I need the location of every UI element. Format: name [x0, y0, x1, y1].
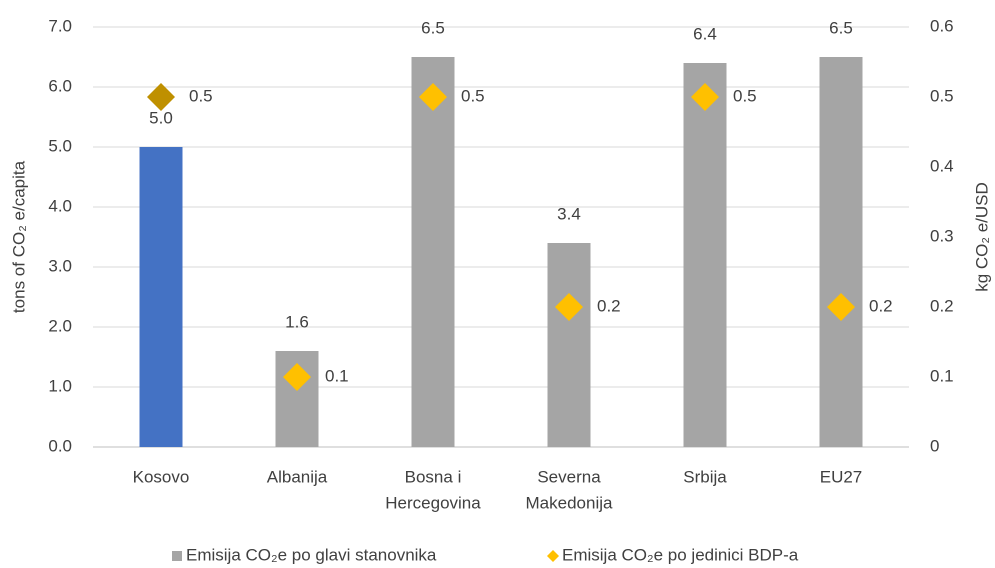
legend-swatch: [172, 551, 182, 561]
y-axis-title: tons of CO₂ e/capita: [9, 160, 28, 313]
legend-label: Emisija CO₂e po glavi stanovnika: [186, 545, 437, 564]
bar-value-label: 6.4: [693, 24, 717, 43]
x-tick-label: Hercegovina: [385, 493, 481, 512]
diamond-marker: [555, 293, 583, 321]
bar: [411, 57, 455, 447]
y-tick-label: 0.0: [48, 436, 72, 455]
bar: [683, 63, 727, 447]
y2-tick-label: 0.5: [930, 86, 954, 105]
point-value-label: 0.2: [869, 296, 893, 315]
diamond-marker: [147, 83, 175, 111]
y2-axis-title: kg CO₂ e/USD: [972, 182, 991, 292]
x-tick-label: Bosna i: [405, 467, 462, 486]
x-tick-label: Albanija: [267, 467, 328, 486]
y-tick-label: 4.0: [48, 196, 72, 215]
bar: [547, 243, 591, 447]
y2-tick-label: 0.3: [930, 226, 954, 245]
y2-tick-label: 0.6: [930, 16, 954, 35]
y2-tick-label: 0.1: [930, 366, 954, 385]
diamond-marker: [691, 83, 719, 111]
x-tick-label: Makedonija: [526, 493, 613, 512]
bar: [819, 57, 863, 447]
bar: [139, 147, 183, 447]
y2-tick-label: 0.2: [930, 296, 954, 315]
legend-label: Emisija CO₂e po jedinici BDP-a: [562, 545, 799, 564]
bar-value-label: 1.6: [285, 312, 309, 331]
diamond-marker: [283, 363, 311, 391]
point-value-label: 0.5: [461, 86, 485, 105]
y2-tick-label: 0: [930, 436, 939, 455]
diamond-marker: [419, 83, 447, 111]
bar-value-label: 6.5: [421, 18, 445, 37]
x-tick-label: Severna: [537, 467, 601, 486]
point-value-label: 0.2: [597, 296, 621, 315]
y2-tick-label: 0.4: [930, 156, 954, 175]
legend-swatch: [547, 550, 559, 562]
y-tick-label: 2.0: [48, 316, 72, 335]
y-tick-label: 6.0: [48, 76, 72, 95]
x-tick-label: Srbija: [683, 467, 727, 486]
bar-value-label: 3.4: [557, 204, 581, 223]
diamond-marker: [827, 293, 855, 321]
point-value-label: 0.1: [325, 366, 349, 385]
bar-value-label: 6.5: [829, 18, 853, 37]
y-tick-label: 1.0: [48, 376, 72, 395]
bar-value-label: 5.0: [149, 108, 173, 127]
point-value-label: 0.5: [733, 86, 757, 105]
point-value-label: 0.5: [189, 86, 213, 105]
y-tick-label: 7.0: [48, 16, 72, 35]
x-tick-label: Kosovo: [133, 467, 190, 486]
y-tick-label: 5.0: [48, 136, 72, 155]
x-tick-label: EU27: [820, 467, 863, 486]
y-tick-label: 3.0: [48, 256, 72, 275]
